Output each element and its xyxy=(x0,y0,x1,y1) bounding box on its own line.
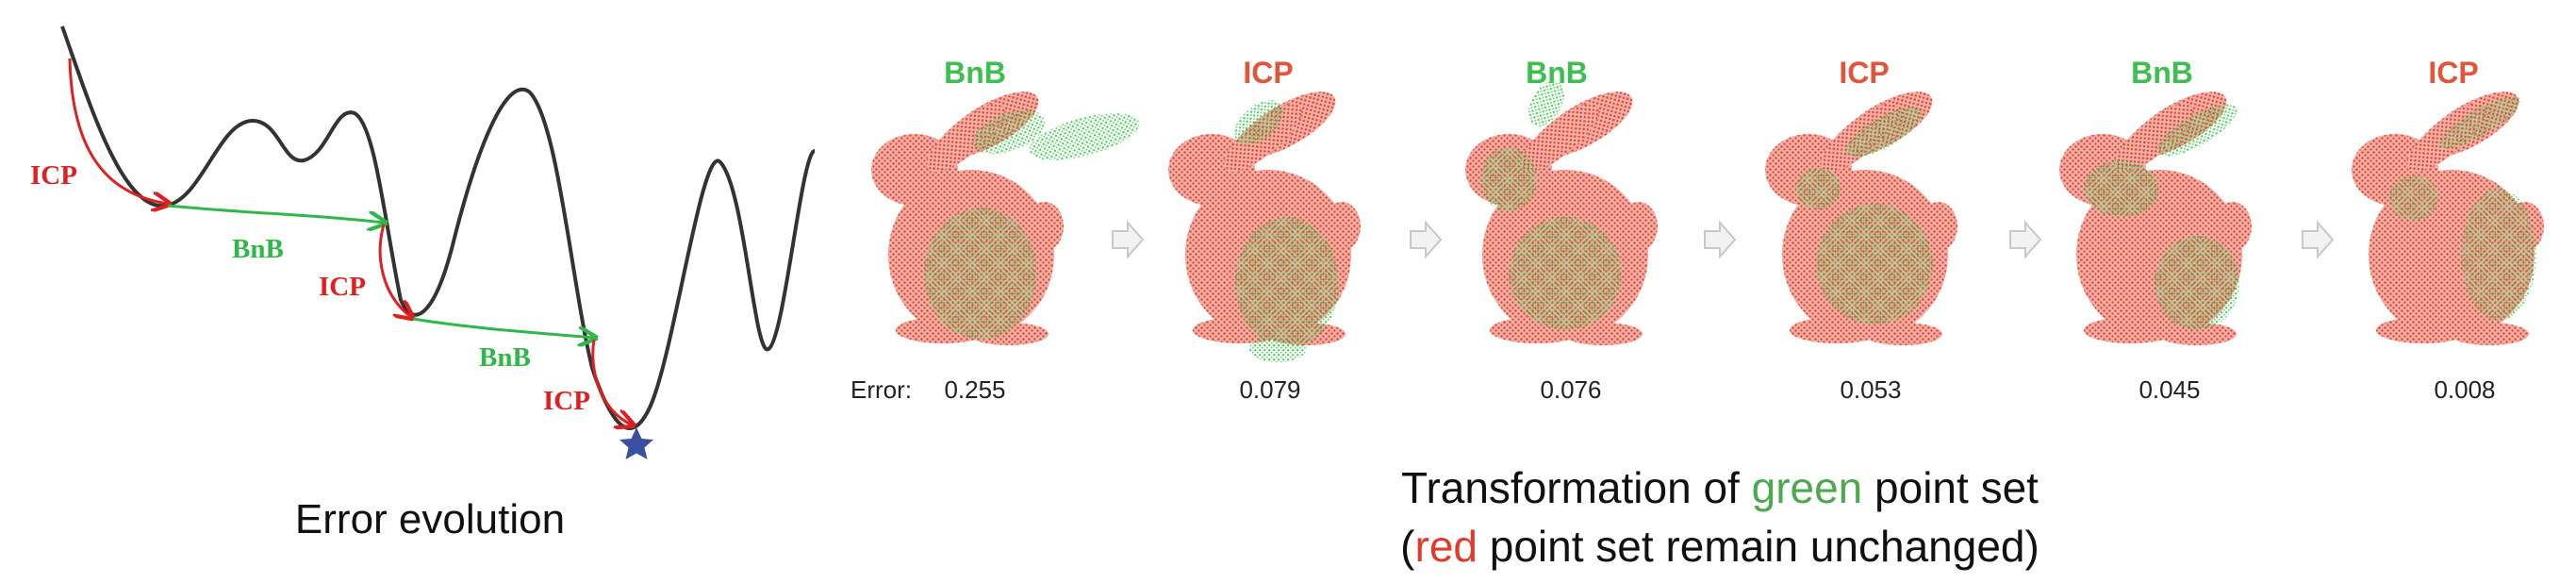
step-2-error-value: 0.079 xyxy=(1239,375,1300,404)
icp-arrow-2 xyxy=(378,224,411,317)
icp-label-3: ICP xyxy=(543,386,590,416)
step-1-error-value: 0.255 xyxy=(944,375,1005,404)
arrow-right-icon xyxy=(1704,220,1737,259)
step-6-method-label: ICP xyxy=(2428,56,2478,90)
step-4: ICP xyxy=(1765,56,1957,345)
step-4-error-value: 0.053 xyxy=(1840,375,1901,404)
arrow-right-icon xyxy=(2302,220,2335,259)
icp-label-2: ICP xyxy=(319,272,366,302)
icp-label-1: ICP xyxy=(30,160,77,191)
step-2: ICP xyxy=(1168,56,1361,362)
transformation-caption-line1: Transformation of green point set xyxy=(1401,463,2039,512)
step-3: BnB xyxy=(1465,56,1658,345)
bunny-sequence-panel: BnB ICP xyxy=(850,56,2544,571)
star-icon xyxy=(619,427,653,459)
error-curve xyxy=(60,25,817,430)
bnb-label-2: BnB xyxy=(479,342,531,373)
step-6-error-value: 0.008 xyxy=(2434,375,2495,404)
step-3-error-value: 0.076 xyxy=(1540,375,1601,404)
step-1: BnB xyxy=(871,56,1140,345)
step-1-bunny-image xyxy=(871,78,1140,345)
error-curve-panel: ICP BnB ICP BnB ICP Error evolution xyxy=(30,25,817,542)
step-3-bunny-image xyxy=(1465,78,1658,345)
step-5-error-value: 0.045 xyxy=(2138,375,2200,404)
step-6: ICP xyxy=(2352,56,2544,345)
step-6-bunny-image xyxy=(2352,78,2544,345)
icp-arrow-1 xyxy=(68,58,168,204)
caption-line1-after: point set xyxy=(1862,463,2039,512)
bnb-arrow-2 xyxy=(412,317,594,338)
step-5-bunny-image xyxy=(2059,78,2252,345)
step-4-bunny-image xyxy=(1765,78,1957,345)
caption-red-word: red xyxy=(1415,522,1478,571)
bnb-label-1: BnB xyxy=(232,234,284,264)
step-4-method-label: ICP xyxy=(1839,56,1889,90)
arrow-right-icon xyxy=(2009,220,2042,259)
error-evolution-caption: Error evolution xyxy=(295,496,565,542)
transformation-caption-line2: (red point set remain unchanged) xyxy=(1400,522,2039,571)
step-5-method-label: BnB xyxy=(2131,56,2193,90)
step-2-method-label: ICP xyxy=(1243,56,1293,90)
icp-arrow-3 xyxy=(591,339,632,425)
bnb-arrow-1 xyxy=(167,204,384,223)
caption-green-word: green xyxy=(1752,463,1863,512)
caption-line2-after: point set remain unchanged) xyxy=(1478,522,2039,571)
caption-line1-before: Transformation of xyxy=(1401,463,1752,512)
error-label: Error: xyxy=(850,375,912,404)
arrow-right-icon xyxy=(1410,220,1443,259)
arrow-right-icon xyxy=(1112,220,1145,259)
step-5: BnB xyxy=(2059,56,2252,345)
step-2-bunny-image xyxy=(1168,78,1361,362)
step-1-method-label: BnB xyxy=(944,56,1006,90)
caption-line2-open: ( xyxy=(1400,522,1415,571)
